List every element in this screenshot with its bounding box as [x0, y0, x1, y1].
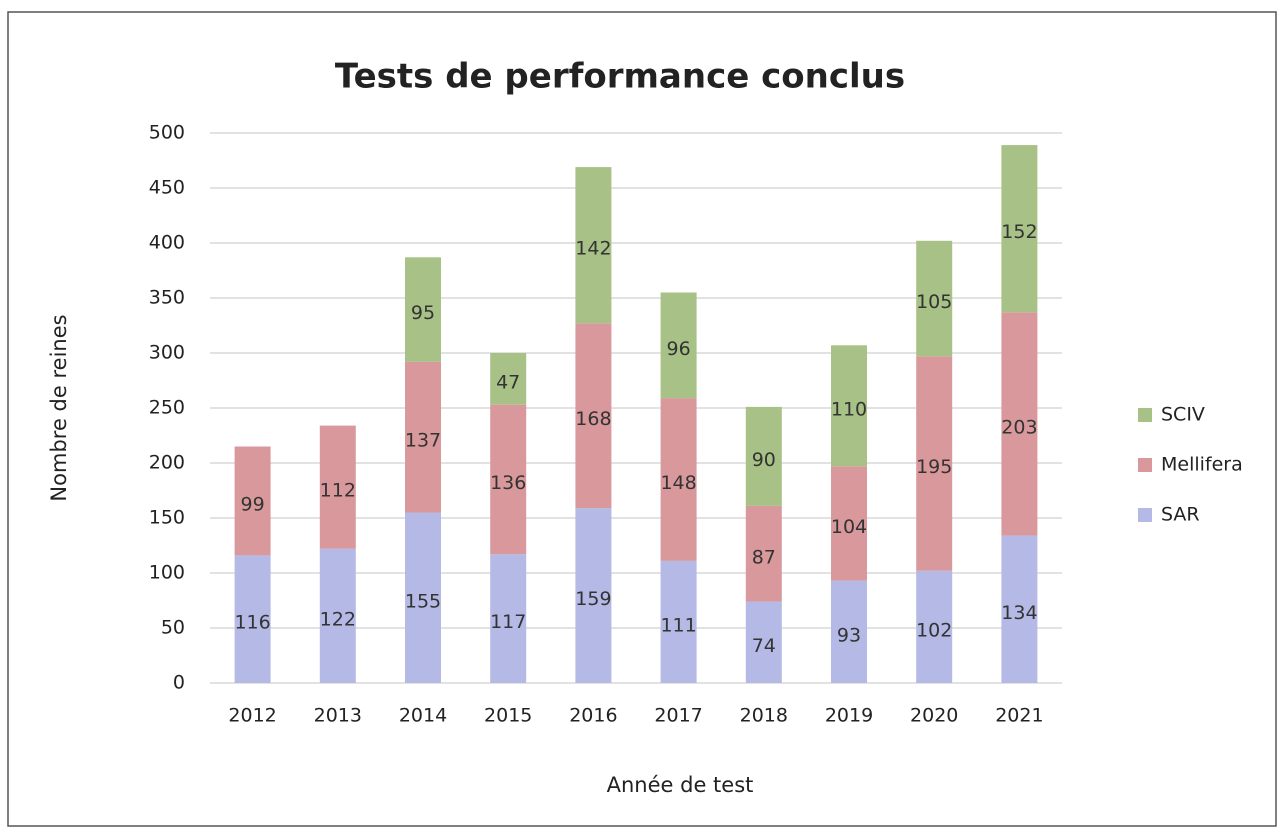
y-tick-label: 150	[149, 507, 185, 529]
bar-segment	[1001, 535, 1038, 683]
bar-segment	[575, 323, 612, 509]
legend-label: Mellifera	[1161, 454, 1243, 476]
x-tick-label: 2014	[399, 705, 447, 727]
bar-segment	[319, 425, 356, 549]
bar-segment	[916, 240, 953, 357]
data-label: 90	[752, 449, 776, 471]
data-label: 104	[831, 516, 867, 538]
bar-segment	[916, 356, 953, 571]
bar-segment	[831, 466, 867, 581]
data-label: 203	[1001, 416, 1037, 438]
y-axis-label: Nombre de reines	[47, 314, 71, 501]
bar-segment	[490, 554, 527, 683]
bar-segment	[319, 548, 356, 683]
bar-segment	[575, 508, 612, 683]
x-tick-label: 2016	[569, 705, 617, 727]
bar-segment	[405, 361, 441, 513]
data-label: 112	[320, 480, 356, 502]
data-label: 74	[752, 635, 776, 657]
x-tick-label: 2017	[654, 705, 702, 727]
bar-segment	[490, 404, 527, 555]
data-label: 148	[660, 472, 696, 494]
data-label: 195	[916, 456, 952, 478]
bar-segment	[405, 257, 441, 362]
bar-segment	[916, 570, 953, 683]
y-tick-label: 350	[149, 287, 185, 309]
data-label: 87	[752, 546, 776, 568]
data-label: 93	[837, 624, 861, 646]
data-label: 134	[1001, 602, 1037, 624]
data-label: 110	[831, 398, 867, 420]
legend-swatch	[1138, 508, 1152, 522]
y-tick-label: 500	[149, 122, 185, 144]
bar-segment	[1001, 145, 1038, 313]
data-label: 168	[575, 408, 611, 430]
x-tick-label: 2021	[995, 705, 1043, 727]
x-tick-label: 2013	[314, 705, 362, 727]
y-tick-label: 200	[149, 452, 185, 474]
x-axis-label: Année de test	[607, 773, 754, 797]
data-label: 95	[411, 302, 435, 324]
y-tick-label: 0	[173, 672, 185, 694]
y-tick-label: 300	[149, 342, 185, 364]
data-label: 111	[660, 614, 696, 636]
data-label: 159	[575, 588, 611, 610]
data-label: 105	[916, 291, 952, 313]
bar-segment	[234, 555, 271, 683]
bar-segment	[490, 353, 527, 405]
legend-label: SAR	[1161, 504, 1200, 526]
data-label: 142	[575, 238, 611, 260]
bar-segment	[575, 167, 612, 324]
data-label: 96	[667, 338, 691, 360]
legend-swatch	[1138, 458, 1152, 472]
bar-segment	[745, 505, 782, 602]
chart-title: Tests de performance conclus	[335, 57, 905, 97]
bar-segment	[831, 345, 867, 467]
data-label: 99	[241, 493, 265, 515]
data-label: 137	[405, 430, 441, 452]
bar-segment	[660, 560, 697, 683]
bar-segment	[1001, 312, 1038, 536]
y-tick-label: 450	[149, 177, 185, 199]
bar-segment	[660, 398, 697, 561]
data-label: 117	[490, 611, 526, 633]
data-label: 122	[320, 608, 356, 630]
y-tick-label: 400	[149, 232, 185, 254]
legend-swatch	[1138, 408, 1152, 422]
data-label: 47	[496, 371, 520, 393]
data-label: 155	[405, 590, 441, 612]
x-tick-label: 2012	[228, 705, 276, 727]
x-tick-label: 2015	[484, 705, 532, 727]
y-tick-label: 100	[149, 562, 185, 584]
legend-label: SCIV	[1161, 404, 1205, 426]
bar-segment	[745, 406, 782, 506]
bar-segment	[234, 446, 271, 556]
bar-segment	[745, 601, 782, 683]
data-label: 152	[1001, 221, 1037, 243]
y-tick-label: 250	[149, 397, 185, 419]
data-label: 136	[490, 472, 526, 494]
bar-segment	[831, 580, 867, 683]
x-tick-label: 2020	[910, 705, 958, 727]
bar-segment	[660, 292, 697, 399]
bar-segment	[405, 512, 441, 683]
data-label: 102	[916, 619, 952, 641]
y-tick-label: 50	[161, 617, 185, 639]
x-tick-label: 2019	[825, 705, 873, 727]
x-tick-label: 2018	[740, 705, 788, 727]
frame	[7, 11, 1277, 827]
data-label: 116	[234, 612, 270, 634]
